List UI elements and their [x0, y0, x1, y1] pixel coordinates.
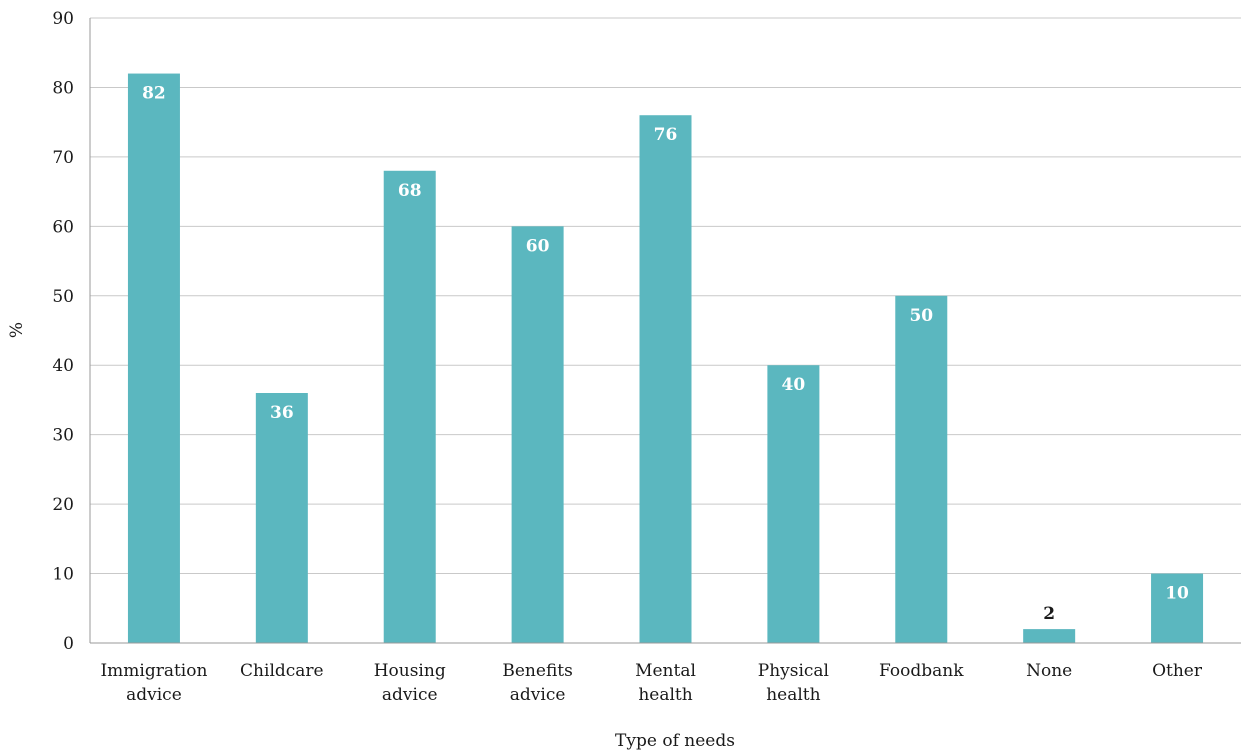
y-tick-label: 50	[52, 287, 74, 307]
x-tick-label-line: health	[766, 685, 820, 705]
y-tick-label: 70	[52, 148, 74, 168]
y-axis-ticks: 0 10 20 30 40 50 60 70 80 90	[52, 9, 74, 654]
bar	[895, 295, 948, 643]
bars	[127, 73, 1204, 644]
bar-value-label: 82	[142, 84, 166, 104]
x-tick-label-line: Physical	[758, 661, 829, 681]
x-tick-label: Foodbank	[879, 661, 964, 681]
x-tick-label-line: Housing	[374, 661, 446, 681]
y-tick-label: 80	[52, 78, 74, 98]
x-tick-label-line: health	[638, 685, 692, 705]
x-tick-label-line: Mental	[635, 661, 696, 681]
y-tick-label: 20	[52, 495, 74, 515]
y-axis-title: %	[7, 322, 27, 338]
y-tick-label: 40	[52, 356, 74, 376]
x-tick-label: Benefits advice	[502, 661, 572, 705]
y-tick-label: 30	[52, 426, 74, 446]
x-tick-label-line: advice	[382, 685, 438, 705]
bar-value-label: 10	[1165, 584, 1189, 604]
x-tick-label: Mental health	[635, 661, 696, 705]
x-tick-label: Other	[1152, 661, 1203, 681]
bar	[255, 393, 308, 643]
y-tick-label: 60	[52, 217, 74, 237]
x-tick-label-line: Benefits	[502, 661, 572, 681]
x-tick-label: Immigration advice	[100, 661, 207, 705]
bar-value-label: 50	[909, 306, 933, 326]
bar-value-label: 76	[654, 125, 678, 145]
bar-value-label: 36	[270, 403, 294, 423]
x-tick-label-line: Childcare	[240, 661, 324, 681]
x-tick-label: Physical health	[758, 661, 829, 705]
y-tick-label: 90	[52, 9, 74, 29]
bar	[1023, 629, 1076, 643]
bar	[1151, 573, 1204, 643]
bar-value-label: 40	[782, 375, 806, 395]
y-tick-label: 0	[63, 634, 74, 654]
x-tick-label-line: Foodbank	[879, 661, 964, 681]
data-labels: 82 36 68 60 76 40 50 2 10	[142, 84, 1189, 625]
bar-value-label: 68	[398, 181, 422, 201]
bar	[383, 170, 436, 643]
x-tick-label-line: None	[1026, 661, 1072, 681]
x-tick-label-line: Immigration	[100, 661, 207, 681]
x-tick-label-line: advice	[510, 685, 566, 705]
bar	[511, 226, 564, 644]
x-axis-title: Type of needs	[615, 731, 735, 751]
bar	[127, 73, 180, 644]
x-tick-label-line: advice	[126, 685, 182, 705]
bar-value-label: 60	[526, 236, 550, 256]
x-tick-label: Childcare	[240, 661, 324, 681]
bar	[767, 365, 820, 643]
bar-value-label: 2	[1043, 604, 1055, 624]
y-tick-label: 10	[52, 565, 74, 585]
x-tick-label-line: Other	[1152, 661, 1203, 681]
bar	[639, 115, 692, 643]
x-tick-label: None	[1026, 661, 1072, 681]
x-tick-label: Housing advice	[374, 661, 446, 705]
